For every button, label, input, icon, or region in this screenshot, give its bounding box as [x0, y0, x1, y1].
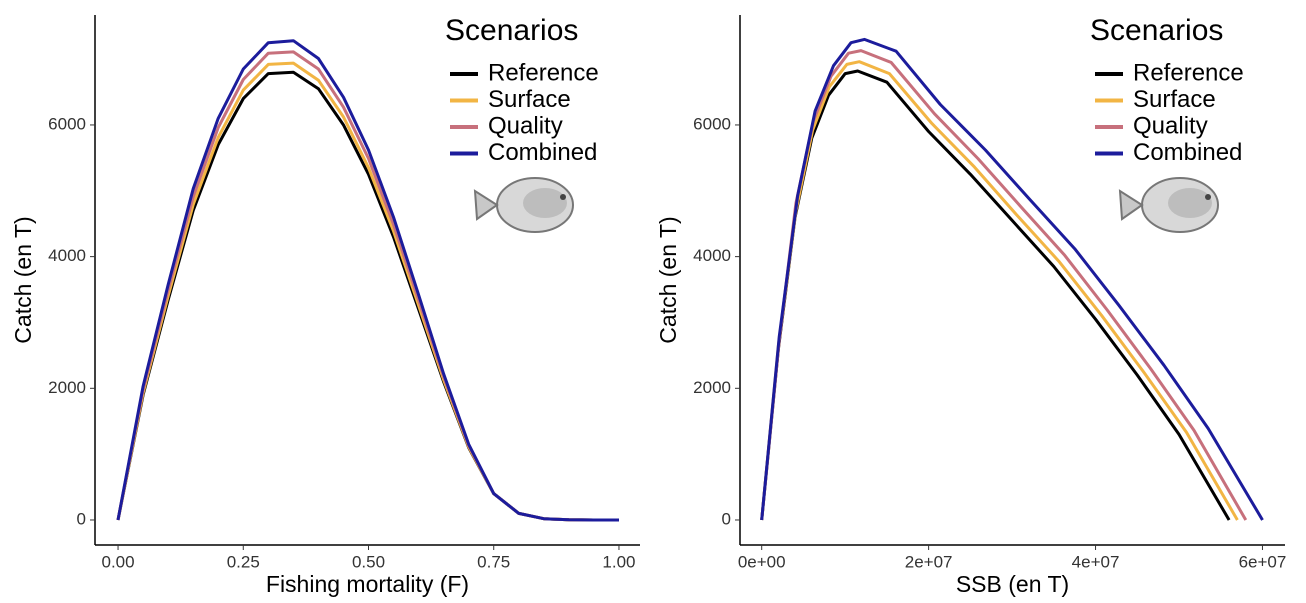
y-tick-label: 6000	[693, 114, 731, 133]
series-line	[760, 37, 1264, 521]
x-tick-label: 1.00	[602, 552, 635, 571]
x-tick-label: 0.00	[101, 552, 134, 571]
y-axis-title: Catch (en T)	[10, 216, 36, 343]
x-tick-label: 2e+07	[905, 552, 953, 571]
x-tick-label: 0e+00	[738, 552, 786, 571]
x-axis-title: SSB (en T)	[956, 571, 1069, 597]
y-tick-label: 0	[77, 509, 86, 528]
x-tick-label: 0.50	[352, 552, 385, 571]
legend-label: Quality	[488, 112, 563, 139]
series-line	[116, 39, 619, 522]
y-axis-title: Catch (en T)	[655, 216, 681, 343]
y-tick-label: 0	[722, 509, 731, 528]
x-tick-label: 0.75	[477, 552, 510, 571]
x-tick-label: 6e+07	[1239, 552, 1287, 571]
legend-label: Surface	[488, 86, 571, 113]
fish-icon	[474, 177, 574, 233]
x-tick-label: 0.25	[227, 552, 260, 571]
legend-label: Combined	[1133, 139, 1242, 166]
y-tick-label: 2000	[48, 378, 86, 397]
legend-label: Surface	[1133, 86, 1216, 113]
legend-title: Scenarios	[1090, 14, 1223, 47]
y-tick-label: 6000	[48, 114, 86, 133]
legend-title: Scenarios	[445, 14, 578, 47]
y-tick-label: 4000	[693, 246, 731, 265]
y-tick-label: 2000	[693, 378, 731, 397]
x-axis-title: Fishing mortality (F)	[266, 571, 469, 597]
y-tick-label: 4000	[48, 246, 86, 265]
fish-icon	[1119, 177, 1219, 233]
legend-label: Combined	[488, 139, 597, 166]
x-tick-label: 4e+07	[1072, 552, 1120, 571]
legend-label: Reference	[1133, 59, 1244, 86]
legend-label: Reference	[488, 59, 599, 86]
legend-label: Quality	[1133, 112, 1208, 139]
